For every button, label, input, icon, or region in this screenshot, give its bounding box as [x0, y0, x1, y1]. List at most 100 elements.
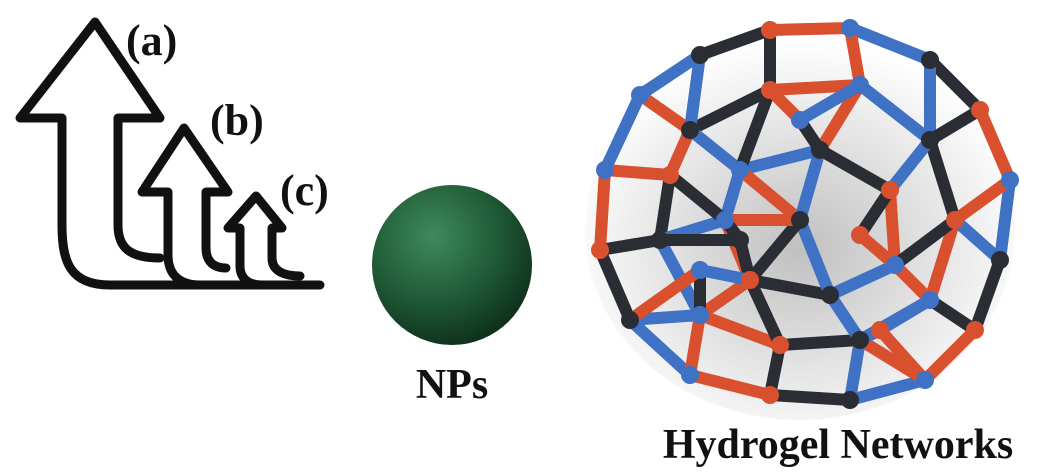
network-node	[771, 336, 789, 354]
network-node	[971, 101, 989, 119]
network-node	[731, 231, 749, 249]
network-strand	[949, 214, 1006, 266]
network-strand	[734, 144, 826, 176]
network-strand	[684, 124, 746, 176]
network-strand	[634, 89, 696, 136]
network-strand	[694, 24, 776, 61]
network-strand	[654, 169, 676, 246]
network-strand	[744, 274, 836, 301]
label-a: (a)	[126, 16, 177, 65]
network-strand	[624, 314, 696, 381]
network-strand	[844, 22, 936, 66]
network-node	[691, 261, 709, 279]
hydrogel-network	[585, 19, 1019, 420]
network-strand	[924, 104, 986, 146]
network-strand	[684, 369, 776, 401]
network-node	[881, 181, 899, 199]
network-node	[841, 19, 859, 37]
nanoparticle	[372, 185, 532, 345]
network-node	[916, 371, 934, 389]
arrow-a-icon	[15, 17, 325, 290]
network-node	[811, 141, 829, 159]
network-node	[761, 386, 779, 404]
network-strand	[794, 214, 836, 301]
network-node	[591, 241, 609, 259]
nps-label: NPs	[416, 362, 488, 408]
network-strand	[794, 79, 866, 126]
network-node	[761, 21, 779, 39]
network-node	[921, 291, 939, 309]
network-node	[661, 166, 679, 184]
network-strand	[694, 274, 756, 321]
network-node	[841, 391, 859, 409]
network-node	[741, 271, 759, 289]
network-strand	[824, 259, 901, 301]
network-strand	[874, 294, 936, 336]
arrow-c-icon	[223, 191, 305, 290]
network-strand	[734, 84, 776, 176]
network-strand	[684, 49, 706, 136]
network-node	[966, 321, 984, 339]
network-strand	[854, 79, 936, 146]
network-strand	[594, 234, 666, 256]
network-node	[791, 111, 809, 129]
network-node	[851, 76, 869, 94]
network-node	[791, 211, 809, 229]
network-strand	[924, 54, 986, 116]
network-node	[621, 311, 639, 329]
growth-arrows	[15, 17, 325, 290]
label-c: (c)	[280, 166, 329, 215]
network-node	[886, 256, 904, 274]
network-strand	[594, 164, 611, 256]
network-node	[851, 226, 869, 244]
network-strand	[594, 244, 636, 326]
network-strand	[684, 309, 706, 381]
network-strand	[844, 374, 931, 406]
network-strand	[824, 289, 866, 346]
network-node	[851, 331, 869, 349]
network-strand	[694, 309, 786, 351]
network-strand	[744, 214, 806, 286]
network-strand	[844, 334, 866, 406]
network-strand	[924, 214, 961, 306]
network-strand	[884, 184, 901, 271]
network-strand	[684, 84, 776, 136]
network-strand	[924, 134, 961, 226]
network-strand	[884, 134, 936, 196]
network-strand	[844, 22, 866, 91]
network-node	[651, 231, 669, 249]
network-node	[631, 86, 649, 104]
network-strand	[949, 174, 1016, 226]
network-strand	[599, 164, 676, 181]
network-strand	[854, 184, 896, 241]
network-strand	[634, 49, 706, 101]
network-node	[691, 46, 709, 64]
network-strand	[624, 264, 706, 326]
network-strand	[664, 169, 731, 226]
network-strand	[599, 89, 646, 176]
network-node	[596, 161, 614, 179]
network-strand	[814, 144, 896, 196]
network-node	[991, 251, 1009, 269]
label-b: (b)	[210, 96, 264, 145]
network-node	[691, 306, 709, 324]
network-node	[681, 366, 699, 384]
network-node	[946, 211, 964, 229]
network-node	[821, 286, 839, 304]
network-strand	[774, 334, 866, 351]
network-strand	[764, 22, 856, 36]
hydrogel-networks-label: Hydrogel Networks	[663, 422, 1013, 468]
network-strand	[889, 214, 961, 271]
network-node	[716, 211, 734, 229]
network-strand	[734, 164, 806, 226]
arrow-b-icon	[137, 123, 315, 290]
network-node	[1001, 171, 1019, 189]
network-strand	[974, 104, 1016, 186]
network-strand	[924, 294, 981, 336]
network-strand	[744, 274, 786, 351]
network-node	[921, 51, 939, 69]
network-strand	[794, 144, 826, 226]
network-strand	[969, 254, 1006, 336]
